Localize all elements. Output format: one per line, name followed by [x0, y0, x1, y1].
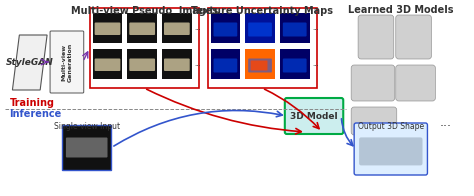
- Text: Learned 3D Models: Learned 3D Models: [348, 5, 454, 15]
- Text: StyleGAN: StyleGAN: [5, 58, 53, 67]
- Text: Output 3D Shape: Output 3D Shape: [358, 122, 424, 131]
- FancyBboxPatch shape: [248, 58, 272, 73]
- FancyBboxPatch shape: [50, 31, 84, 93]
- FancyBboxPatch shape: [208, 8, 317, 88]
- FancyBboxPatch shape: [92, 49, 122, 79]
- FancyBboxPatch shape: [95, 23, 120, 35]
- FancyBboxPatch shape: [354, 123, 428, 175]
- FancyBboxPatch shape: [95, 58, 120, 71]
- Text: Texture Uncertainty Maps: Texture Uncertainty Maps: [191, 6, 333, 16]
- FancyBboxPatch shape: [283, 23, 307, 36]
- FancyBboxPatch shape: [245, 49, 275, 79]
- FancyBboxPatch shape: [92, 13, 122, 43]
- FancyBboxPatch shape: [351, 65, 395, 101]
- Text: ...: ...: [195, 61, 201, 67]
- FancyBboxPatch shape: [358, 15, 394, 59]
- Text: Training: Training: [9, 98, 55, 108]
- FancyBboxPatch shape: [285, 98, 343, 134]
- FancyBboxPatch shape: [280, 13, 310, 43]
- Text: Multi-view
Generation: Multi-view Generation: [62, 42, 73, 82]
- FancyBboxPatch shape: [213, 23, 237, 36]
- FancyBboxPatch shape: [396, 15, 431, 59]
- FancyBboxPatch shape: [210, 13, 240, 43]
- FancyBboxPatch shape: [210, 49, 240, 79]
- Text: Inference: Inference: [9, 109, 62, 119]
- FancyBboxPatch shape: [129, 23, 155, 35]
- FancyBboxPatch shape: [213, 58, 237, 73]
- FancyBboxPatch shape: [128, 13, 157, 43]
- FancyBboxPatch shape: [245, 13, 275, 43]
- FancyBboxPatch shape: [90, 8, 199, 88]
- FancyBboxPatch shape: [62, 125, 111, 170]
- Text: Multi-view Pseudo  Images: Multi-view Pseudo Images: [71, 6, 218, 16]
- Text: 3D Model: 3D Model: [290, 112, 338, 121]
- FancyBboxPatch shape: [128, 49, 157, 79]
- Polygon shape: [12, 35, 47, 90]
- Text: ...: ...: [312, 61, 319, 67]
- FancyBboxPatch shape: [162, 13, 191, 43]
- Text: ...: ...: [439, 115, 451, 129]
- FancyBboxPatch shape: [164, 58, 190, 71]
- FancyBboxPatch shape: [283, 58, 307, 73]
- FancyBboxPatch shape: [280, 49, 310, 79]
- FancyBboxPatch shape: [251, 61, 267, 71]
- FancyBboxPatch shape: [359, 137, 422, 165]
- FancyBboxPatch shape: [248, 23, 272, 36]
- FancyBboxPatch shape: [396, 65, 436, 101]
- FancyBboxPatch shape: [66, 138, 108, 158]
- Text: ...: ...: [195, 25, 201, 31]
- FancyBboxPatch shape: [129, 58, 155, 71]
- FancyBboxPatch shape: [162, 49, 191, 79]
- FancyBboxPatch shape: [351, 107, 397, 135]
- Text: ...: ...: [312, 25, 319, 31]
- Text: Single-view Input: Single-view Input: [54, 122, 120, 131]
- FancyBboxPatch shape: [164, 23, 190, 35]
